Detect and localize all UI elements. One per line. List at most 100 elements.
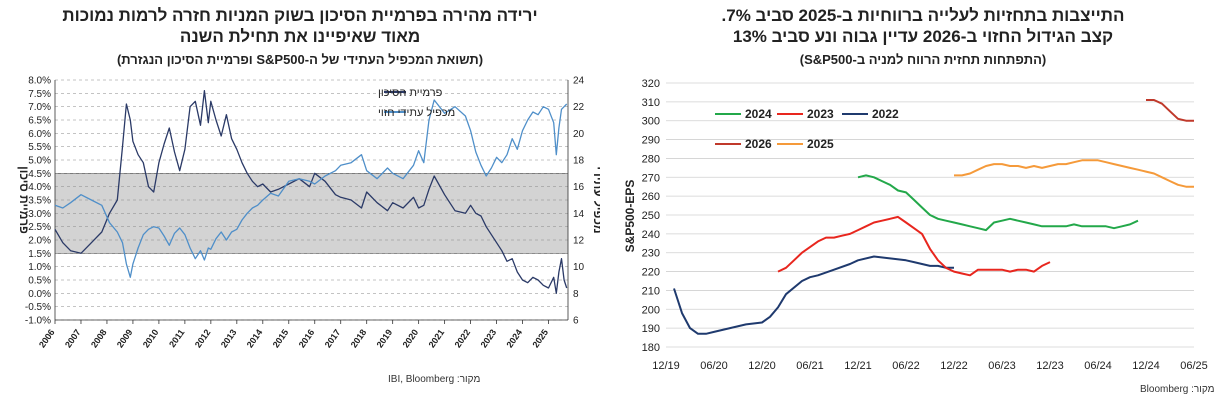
x-tick-label: 06/20 [700,360,728,372]
x-tick-label: 2009 [115,327,135,349]
y-tick-label: 240 [642,229,660,241]
y-tick-label-left: 6.0% [28,129,51,140]
legend-label: 2025 [807,137,834,151]
x-tick-label: 12/19 [652,360,680,372]
x-tick-label: 12/23 [1036,360,1064,372]
y-tick-label-left: 8.0% [28,76,51,87]
y-tick-label-left: 2.0% [28,236,51,247]
x-tick-label: 2022 [453,327,473,349]
y-tick-label-left: 7.0% [28,102,51,113]
y-tick-label: 210 [642,285,660,297]
y-tick-label-right: 16 [573,182,585,193]
y-tick-label-left: 5.0% [28,156,51,167]
x-tick-label: 2010 [141,327,161,349]
series-line-2024 [857,174,1139,232]
legend-label: 2026 [745,137,772,151]
y-axis-label: S&P500-EPS [623,180,637,253]
x-tick-label: 2013 [219,327,239,349]
x-tick-label: 2017 [323,327,343,349]
y-tick-label-right: 20 [573,129,585,140]
y-tick-label: 280 [642,153,660,165]
left-chart-title: ירידה מהירה בפרמיית הסיכון בשוק המניות ח… [62,6,538,25]
y-tick-label-left: 1.5% [28,249,51,260]
x-tick-label: 2023 [479,327,499,349]
y-tick-label-left: 0.0% [28,289,51,300]
x-tick-label: 2011 [167,327,186,349]
x-tick-label: 2008 [89,327,109,349]
series-line-forward-pe [54,99,568,278]
y-axis-label-left: פרמיית סיכון [17,166,31,234]
series-line-2022 [673,255,954,335]
y-tick-label: 180 [642,342,660,354]
y-tick-label-left: 2.5% [28,222,51,233]
y-tick-label: 220 [642,267,660,279]
y-tick-label-left: 4.0% [28,182,51,193]
x-tick-label: 2018 [349,327,369,349]
y-tick-label: 230 [642,248,660,260]
right-chart-title: התייצבות בתחזיות לעלייה ברווחיות ב-2025 … [721,6,1125,25]
series-line-2025 [954,159,1194,188]
x-tick-label: 12/24 [1132,360,1160,372]
y-tick-label-right: 18 [573,156,585,167]
y-tick-label: 200 [642,304,660,316]
y-tick-label-right: 12 [573,236,585,247]
series-line-risk-premium [54,90,568,294]
x-tick-label: 2007 [63,327,83,349]
x-tick-label: 06/22 [892,360,920,372]
y-tick-label: 310 [642,97,660,109]
x-tick-label: 2016 [297,327,317,349]
legend-label: 2023 [807,107,834,121]
x-tick-label: 2006 [37,327,57,349]
x-tick-label: 2019 [375,327,395,349]
y-tick-label-left: 7.5% [28,89,51,100]
risk-band [55,173,568,254]
y-tick-label-left: 0.5% [28,276,51,287]
y-tick-label-left: 3.5% [28,196,51,207]
y-tick-label: 250 [642,210,660,222]
legend-label: מכפיל עתידי חזוי [378,106,455,119]
y-tick-label-right: 8 [573,289,579,300]
y-tick-label-left: 1.0% [28,262,51,273]
x-tick-label: 2020 [401,327,421,349]
left-chart-title-line2: מאוד שאיפיינו את תחילת השנה [179,27,421,46]
series-line-2023 [777,215,1051,277]
x-tick-label: 12/22 [940,360,968,372]
x-tick-label: 2015 [271,327,291,349]
x-tick-label: 2014 [245,327,265,349]
x-tick-label: 12/20 [748,360,776,372]
y-tick-label: 290 [642,135,660,147]
legend-label: 2024 [745,107,772,121]
left-chart-panel: ירידה מהירה בפרמיית הסיכון בשוק המניות ח… [0,0,600,410]
y-tick-label: 260 [642,191,660,203]
x-tick-label: 2025 [530,327,550,349]
legend-label: 2022 [872,107,899,121]
x-tick-label: 2024 [505,327,525,349]
y-tick-label: 190 [642,323,660,335]
y-tick-label-left: 3.0% [28,209,51,220]
x-tick-label: 06/23 [988,360,1016,372]
left-chart-source: מקור: IBI, Bloomberg [388,374,481,385]
y-tick-label-left: 5.5% [28,142,51,153]
x-tick-label: 12/21 [844,360,872,372]
right-chart-title-line2: קצב הגידול החזוי ב-2026 עדיין גבוה ונע ס… [732,27,1114,46]
y-tick-label-right: 10 [573,262,585,273]
y-tick-label-right: 6 [573,316,579,327]
legend-label: פרמיית הסיכון [378,87,443,99]
y-axis-label-right: מכפיל עתידי [591,166,600,233]
left-chart-plot: 8.0% 7.5% 7.0% 6.5% 6.0% 5.5% 5.0% 4.5% 4.0% 3.5%… [17,76,600,350]
x-tick-label: 06/21 [796,360,824,372]
series-line-2026 [1146,99,1194,122]
y-tick-label-left: 6.5% [28,116,51,127]
x-tick-label: 06/24 [1084,360,1112,372]
y-tick-label: 300 [642,116,660,128]
y-tick-label-right: 22 [573,102,585,113]
right-chart-source: מקור: Bloomberg [1140,384,1215,395]
y-tick-label-left: 4.5% [28,169,51,180]
y-tick-label: 270 [642,172,660,184]
right-chart-panel: התייצבות בתחזיות לעלייה ברווחיות ב-2025 … [620,0,1226,410]
y-tick-label-left: -0.5% [25,302,51,313]
left-chart-subtitle: (תשואת המכפיל העתידי של ה-S&P500 ופרמיית… [116,52,484,67]
y-tick-label-left: -1.0% [25,316,51,327]
y-tick-label: 320 [642,78,660,90]
right-chart-plot: 320 310 300 290 280 270 260 250 240 230 220 210 200 1… [623,78,1208,372]
